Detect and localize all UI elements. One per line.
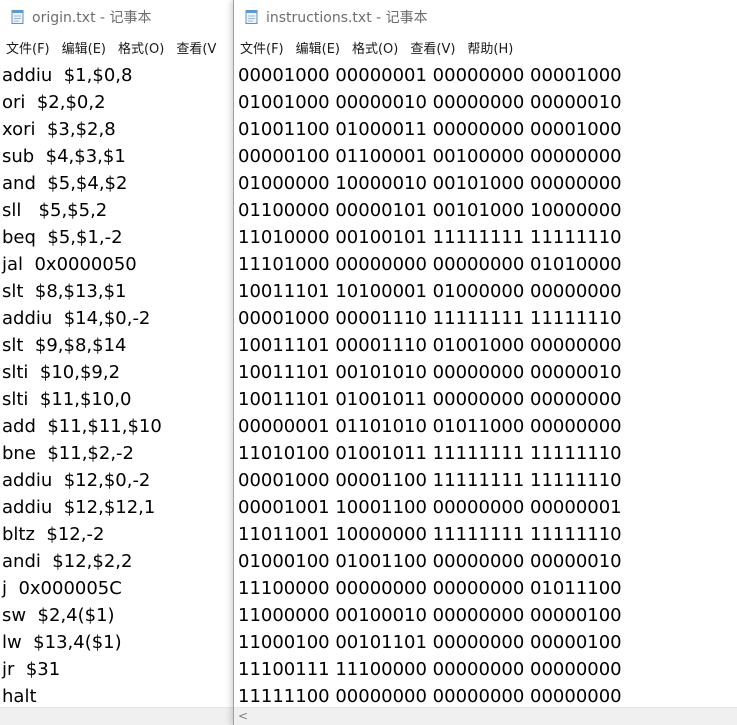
menu-file[interactable]: 文件(F) [240, 41, 284, 57]
origin-notepad-window[interactable]: origin.txt - 记事本 文件(F) 编辑(E) 格式(O) 查看(V … [0, 0, 236, 725]
window-title: origin.txt - 记事本 [32, 10, 152, 26]
text-line: jr $31 [2, 659, 61, 680]
text-line: 10011101 01001011 00000000 00000000 [238, 389, 622, 410]
text-line: beq $5,$1,-2 [2, 227, 123, 248]
text-line: 00001000 00001110 11111111 11111110 [238, 308, 622, 329]
menu-format[interactable]: 格式(O) [117, 41, 165, 57]
text-line: sll $5,$5,2 [2, 200, 108, 221]
text-line: 11100000 00000000 00000000 01011100 [238, 578, 622, 599]
text-line: jal 0x0000050 [2, 254, 137, 275]
text-line: 10011101 10100001 01000000 00000000 [238, 281, 622, 302]
text-line: bltz $12,-2 [2, 524, 105, 545]
menu-help[interactable]: 帮助(H) [467, 41, 514, 57]
text-line: 11010100 01001011 11111111 11111110 [238, 443, 622, 464]
text-line: 01001100 01000011 00000000 00001000 [238, 119, 622, 140]
menu-view[interactable]: 查看(V [176, 41, 217, 57]
text-line: 00001001 10001100 00000000 00000001 [238, 497, 622, 518]
text-editor-area[interactable]: addiu $1,$0,8 ori $2,$0,2 xori $3,$2,8 s… [0, 62, 236, 708]
text-line: addiu $14,$0,-2 [2, 308, 151, 329]
text-line: 01001000 00000010 00000000 00000010 [238, 92, 622, 113]
text-line: slt $9,$8,$14 [2, 335, 127, 356]
text-line: 11111100 00000000 00000000 00000000 [238, 686, 622, 707]
instructions-notepad-window[interactable]: instructions.txt - 记事本 文件(F) 编辑(E) 格式(O)… [233, 0, 737, 725]
text-line: slt $8,$13,$1 [2, 281, 127, 302]
text-line: lw $13,4($1) [2, 632, 122, 653]
menu-view[interactable]: 查看(V) [410, 41, 456, 57]
menu-format[interactable]: 格式(O) [351, 41, 399, 57]
text-line: 10011101 00001110 01001000 00000000 [238, 335, 622, 356]
text-line: and $5,$4,$2 [2, 173, 128, 194]
text-line: addiu $12,$0,-2 [2, 470, 151, 491]
text-line: j 0x000005C [2, 578, 122, 599]
menu-file[interactable]: 文件(F) [6, 41, 50, 57]
text-line: 01100000 00000101 00101000 10000000 [238, 200, 622, 221]
text-line: slti $10,$9,2 [2, 362, 121, 383]
text-line: sw $2,4($1) [2, 605, 115, 626]
text-line: addiu $12,$12,1 [2, 497, 156, 518]
notepad-icon [11, 10, 24, 24]
text-line: 00001000 00001100 11111111 11111110 [238, 470, 622, 491]
text-lines: addiu $1,$0,8 ori $2,$0,2 xori $3,$2,8 s… [0, 62, 236, 708]
text-line: add $11,$11,$10 [2, 416, 162, 437]
horizontal-scrollbar[interactable] [0, 707, 236, 725]
text-line: 11000100 00101101 00000000 00000100 [238, 632, 622, 653]
scroll-left-arrow-icon[interactable]: < [238, 709, 249, 723]
text-line: 00000001 01101010 01011000 00000000 [238, 416, 622, 437]
menu-bar: 文件(F) 编辑(E) 格式(O) 查看(V) 帮助(H) [234, 34, 737, 60]
text-line: 10011101 00101010 00000000 00000010 [238, 362, 622, 383]
menu-edit[interactable]: 编辑(E) [295, 41, 340, 57]
text-line: 11010000 00100101 11111111 11111110 [238, 227, 622, 248]
text-line: 01000000 10000010 00101000 00000000 [238, 173, 622, 194]
menu-bar: 文件(F) 编辑(E) 格式(O) 查看(V [0, 34, 236, 60]
text-lines: 00001000 00000001 00000000 00001000 0100… [234, 62, 737, 708]
menu-edit[interactable]: 编辑(E) [61, 41, 106, 57]
text-line: 11011001 10000000 11111111 11111110 [238, 524, 622, 545]
text-line: 00001000 00000001 00000000 00001000 [238, 65, 622, 86]
text-line: andi $12,$2,2 [2, 551, 133, 572]
title-bar[interactable]: origin.txt - 记事本 [0, 0, 236, 34]
text-line: slti $11,$10,0 [2, 389, 132, 410]
notepad-icon [245, 10, 258, 24]
text-line: sub $4,$3,$1 [2, 146, 126, 167]
title-bar[interactable]: instructions.txt - 记事本 [234, 0, 737, 34]
text-line: ori $2,$0,2 [2, 92, 106, 113]
text-line: 11000000 00100010 00000000 00000100 [238, 605, 622, 626]
text-line: bne $11,$2,-2 [2, 443, 135, 464]
horizontal-scrollbar[interactable]: < [234, 707, 737, 725]
text-line: 11100111 11100000 00000000 00000000 [238, 659, 622, 680]
text-line: addiu $1,$0,8 [2, 65, 133, 86]
text-line: 00000100 01100001 00100000 00000000 [238, 146, 622, 167]
text-line: xori $3,$2,8 [2, 119, 116, 140]
text-line: halt [2, 686, 37, 707]
window-title: instructions.txt - 记事本 [266, 10, 428, 26]
text-line: 11101000 00000000 00000000 01010000 [238, 254, 622, 275]
text-editor-area[interactable]: 00001000 00000001 00000000 00001000 0100… [234, 62, 737, 708]
text-line: 01000100 01001100 00000000 00000010 [238, 551, 622, 572]
